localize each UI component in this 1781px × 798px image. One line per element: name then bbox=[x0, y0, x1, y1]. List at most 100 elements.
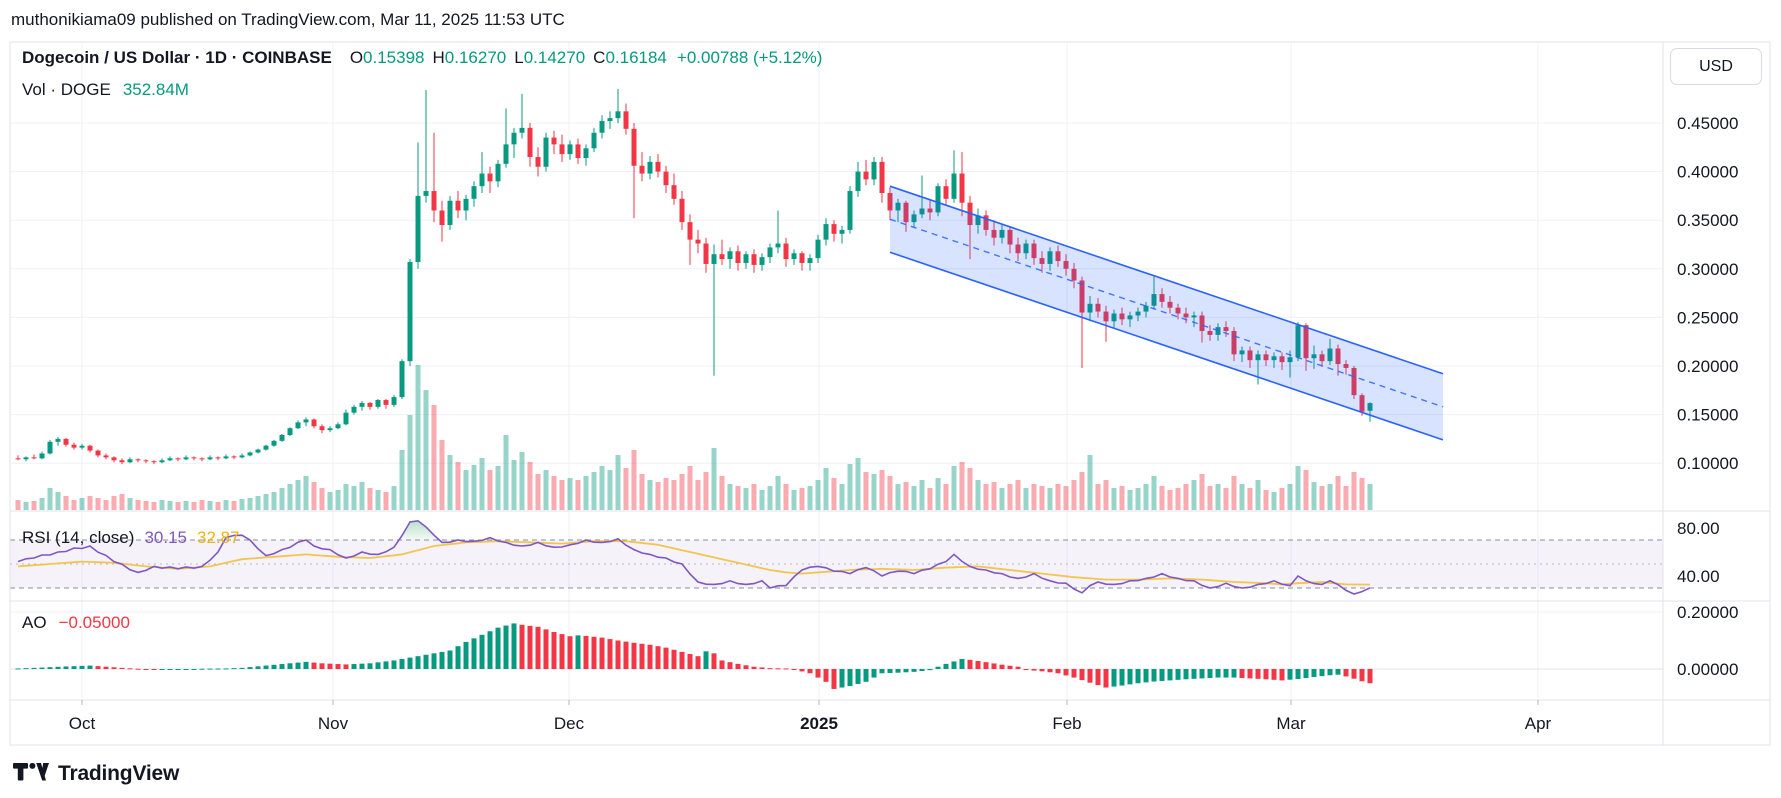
volume-bar bbox=[335, 490, 341, 510]
ao-bar bbox=[167, 669, 173, 670]
candle-body bbox=[471, 186, 477, 199]
candle-body bbox=[951, 173, 957, 199]
ao-bar bbox=[823, 669, 829, 682]
change-value: +0.00788 (+5.12%) bbox=[676, 48, 823, 67]
candle-body bbox=[639, 165, 645, 174]
candle-body bbox=[1103, 311, 1109, 322]
volume-bar bbox=[1343, 486, 1349, 510]
candle-body bbox=[1111, 313, 1117, 322]
currency-usd-button[interactable]: USD bbox=[1670, 48, 1762, 85]
candle-body bbox=[335, 424, 341, 429]
price-axis[interactable]: 0.45000 0.40000 0.35000 0.30000 0.25000 0.200… bbox=[1677, 114, 1738, 679]
ao-bar bbox=[463, 641, 469, 669]
candle-body bbox=[1143, 305, 1149, 312]
ao-bar bbox=[367, 663, 373, 669]
time-axis-label: Feb bbox=[1052, 714, 1081, 733]
volume-bar bbox=[1039, 486, 1045, 510]
parallel-channel-drawing[interactable] bbox=[889, 185, 1444, 441]
ao-bar bbox=[1183, 669, 1189, 680]
ao-bar bbox=[39, 667, 45, 669]
candle-body bbox=[63, 438, 69, 445]
ao-bar bbox=[663, 647, 669, 669]
ao-bar bbox=[87, 665, 93, 669]
ao-bar bbox=[639, 643, 645, 669]
candle-body bbox=[1167, 301, 1173, 308]
ao-bar bbox=[95, 666, 101, 669]
candle-body bbox=[223, 456, 229, 459]
ao-bar bbox=[863, 669, 869, 682]
time-axis[interactable]: Oct Nov Dec 2025 Feb Mar Apr bbox=[69, 700, 1552, 733]
ao-bar bbox=[1047, 669, 1053, 673]
candle-body bbox=[1175, 307, 1181, 314]
volume-bar bbox=[935, 478, 941, 510]
candle-body bbox=[39, 453, 45, 459]
volume-bar bbox=[1183, 484, 1189, 510]
candle-body bbox=[1311, 354, 1317, 359]
ao-bar bbox=[223, 668, 229, 670]
volume-bar bbox=[215, 502, 221, 510]
candle-body bbox=[887, 192, 893, 211]
ohlc-low-label: L bbox=[514, 48, 524, 67]
volume-bar bbox=[879, 470, 885, 510]
candle-body bbox=[351, 406, 357, 413]
candle-body bbox=[999, 229, 1005, 238]
ao-bar bbox=[1295, 669, 1301, 679]
ao-bar bbox=[327, 663, 333, 669]
rsi-axis-label: 40.00 bbox=[1677, 567, 1720, 586]
volume-bar bbox=[743, 488, 749, 510]
volume-bar bbox=[111, 496, 117, 510]
candle-body bbox=[511, 132, 517, 145]
volume-bar bbox=[263, 494, 269, 510]
candle-body bbox=[343, 412, 349, 425]
ao-bar bbox=[839, 669, 845, 688]
candle-body bbox=[391, 397, 397, 405]
candle-body bbox=[823, 224, 829, 240]
volume-bar bbox=[1295, 466, 1301, 510]
ohlc-high-label: H bbox=[432, 48, 445, 67]
volume-bar bbox=[807, 486, 813, 510]
ao-bar bbox=[71, 666, 77, 669]
ao-bar bbox=[143, 669, 149, 670]
ao-bar bbox=[79, 665, 85, 669]
ao-bar bbox=[359, 663, 365, 669]
volume-pane bbox=[15, 365, 1373, 510]
volume-bar bbox=[775, 476, 781, 510]
ao-bar bbox=[1239, 669, 1245, 678]
time-axis-label: 2025 bbox=[800, 714, 838, 733]
ao-bar bbox=[1311, 669, 1317, 677]
candle-body bbox=[759, 257, 765, 265]
volume-bar bbox=[1271, 492, 1277, 510]
channel-bottom-line bbox=[889, 251, 1444, 441]
candle-body bbox=[23, 457, 29, 460]
volume-bar bbox=[479, 458, 485, 510]
candle-body bbox=[311, 419, 317, 427]
volume-bar bbox=[175, 502, 181, 510]
candle-body bbox=[839, 229, 845, 234]
ao-bar bbox=[1127, 669, 1133, 685]
volume-bar bbox=[119, 494, 125, 510]
ao-bar bbox=[343, 664, 349, 669]
volume-bar bbox=[703, 472, 709, 510]
tradingview-attribution[interactable]: TradingView bbox=[13, 762, 179, 786]
candle-body bbox=[327, 428, 333, 431]
ao-bar bbox=[127, 668, 133, 670]
ao-label: AO bbox=[22, 613, 47, 632]
volume-bar bbox=[1247, 488, 1253, 510]
candle-body bbox=[1119, 313, 1125, 320]
ao-bar bbox=[1023, 669, 1029, 670]
rsi-ma-value: 32.87 bbox=[196, 528, 240, 547]
volume-bar bbox=[903, 482, 909, 510]
candle-body bbox=[719, 254, 725, 260]
volume-bar bbox=[351, 486, 357, 510]
volume-bar bbox=[31, 501, 37, 510]
candle-body bbox=[1319, 354, 1325, 362]
volume-bar bbox=[999, 488, 1005, 510]
ao-bar bbox=[1191, 669, 1197, 679]
volume-bar bbox=[527, 462, 533, 510]
ao-bar bbox=[1351, 669, 1357, 679]
volume-bar bbox=[167, 501, 173, 510]
volume-bar bbox=[855, 458, 861, 510]
ao-bar bbox=[759, 667, 765, 669]
candle-body bbox=[1207, 331, 1213, 335]
